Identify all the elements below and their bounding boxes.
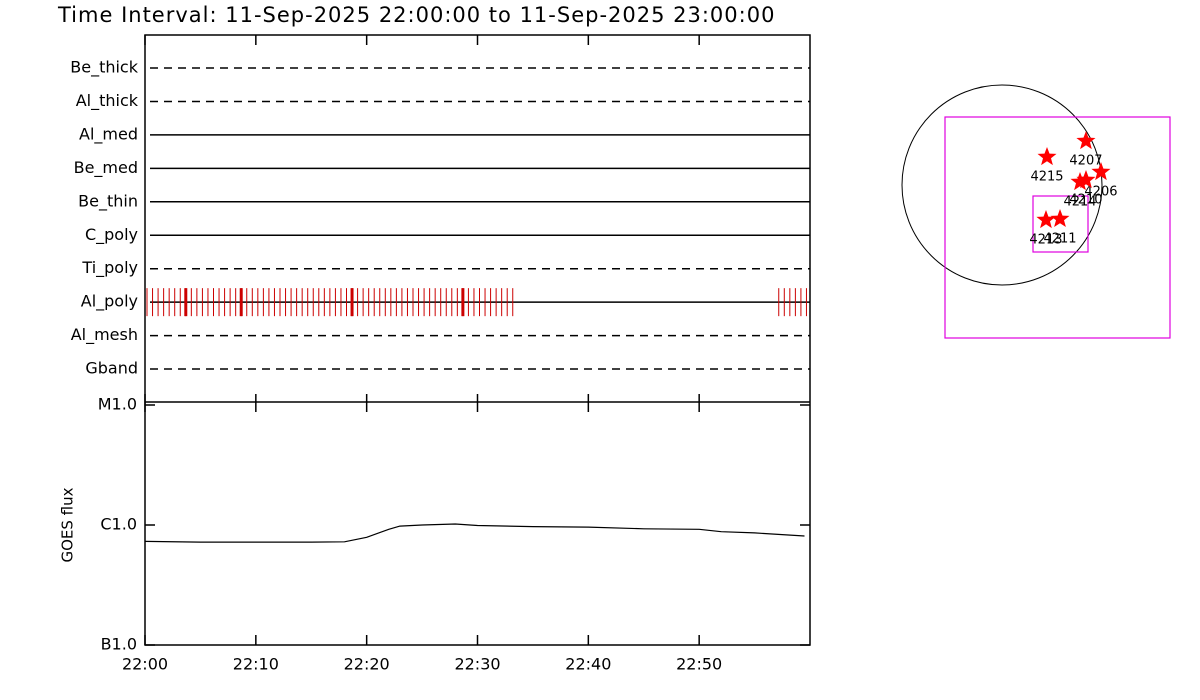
plot-frame <box>144 34 811 646</box>
x-tick-label: 22:20 <box>344 655 390 674</box>
y-tick-label: M1.0 <box>98 395 137 414</box>
x-tick-label: 22:50 <box>676 655 722 674</box>
filter-label: Be_thin <box>78 191 138 211</box>
title: Time Interval: 11-Sep-2025 22:00:00 to 1… <box>57 3 775 27</box>
x-tick-label: 22:00 <box>122 655 168 674</box>
y-tick-label: B1.0 <box>101 635 137 654</box>
x-tick-label: 22:40 <box>565 655 611 674</box>
filter-label: C_poly <box>85 225 138 245</box>
y-tick-label: C1.0 <box>100 515 137 534</box>
filter-label: Be_thick <box>70 58 138 78</box>
active-region <box>1070 172 1090 191</box>
active-region <box>1076 131 1096 150</box>
region-label: 4206 <box>1084 184 1117 199</box>
region-label: 4210 <box>1069 193 1102 208</box>
fov-box <box>1032 195 1089 253</box>
region-label: 4207 <box>1069 154 1102 169</box>
region-label: 4214 <box>1063 194 1096 209</box>
active-region <box>1076 170 1096 189</box>
filter-label: Be_med <box>74 158 138 178</box>
active-region <box>1036 210 1056 229</box>
x-tick-label: 22:10 <box>233 655 279 674</box>
region-label: 4211 <box>1043 231 1076 246</box>
x-tick-label: 22:30 <box>454 655 500 674</box>
filter-label: Al_thick <box>76 91 139 111</box>
filter-label: Al_mesh <box>71 325 138 345</box>
region-label: 4215 <box>1030 169 1063 184</box>
fov-box <box>944 116 1171 339</box>
region-label: 4213 <box>1029 233 1062 248</box>
solar-disk <box>901 84 1103 286</box>
y-axis-label: GOES flux <box>59 487 77 562</box>
goes-curve <box>144 523 805 543</box>
filter-label: Gband <box>85 359 138 378</box>
filter-label: Ti_poly <box>81 258 138 278</box>
active-region <box>1037 147 1057 166</box>
active-region <box>1091 162 1111 181</box>
filter-label: Al_med <box>79 124 138 144</box>
active-region <box>1050 209 1070 227</box>
filter-label: Al_poly <box>81 292 138 312</box>
